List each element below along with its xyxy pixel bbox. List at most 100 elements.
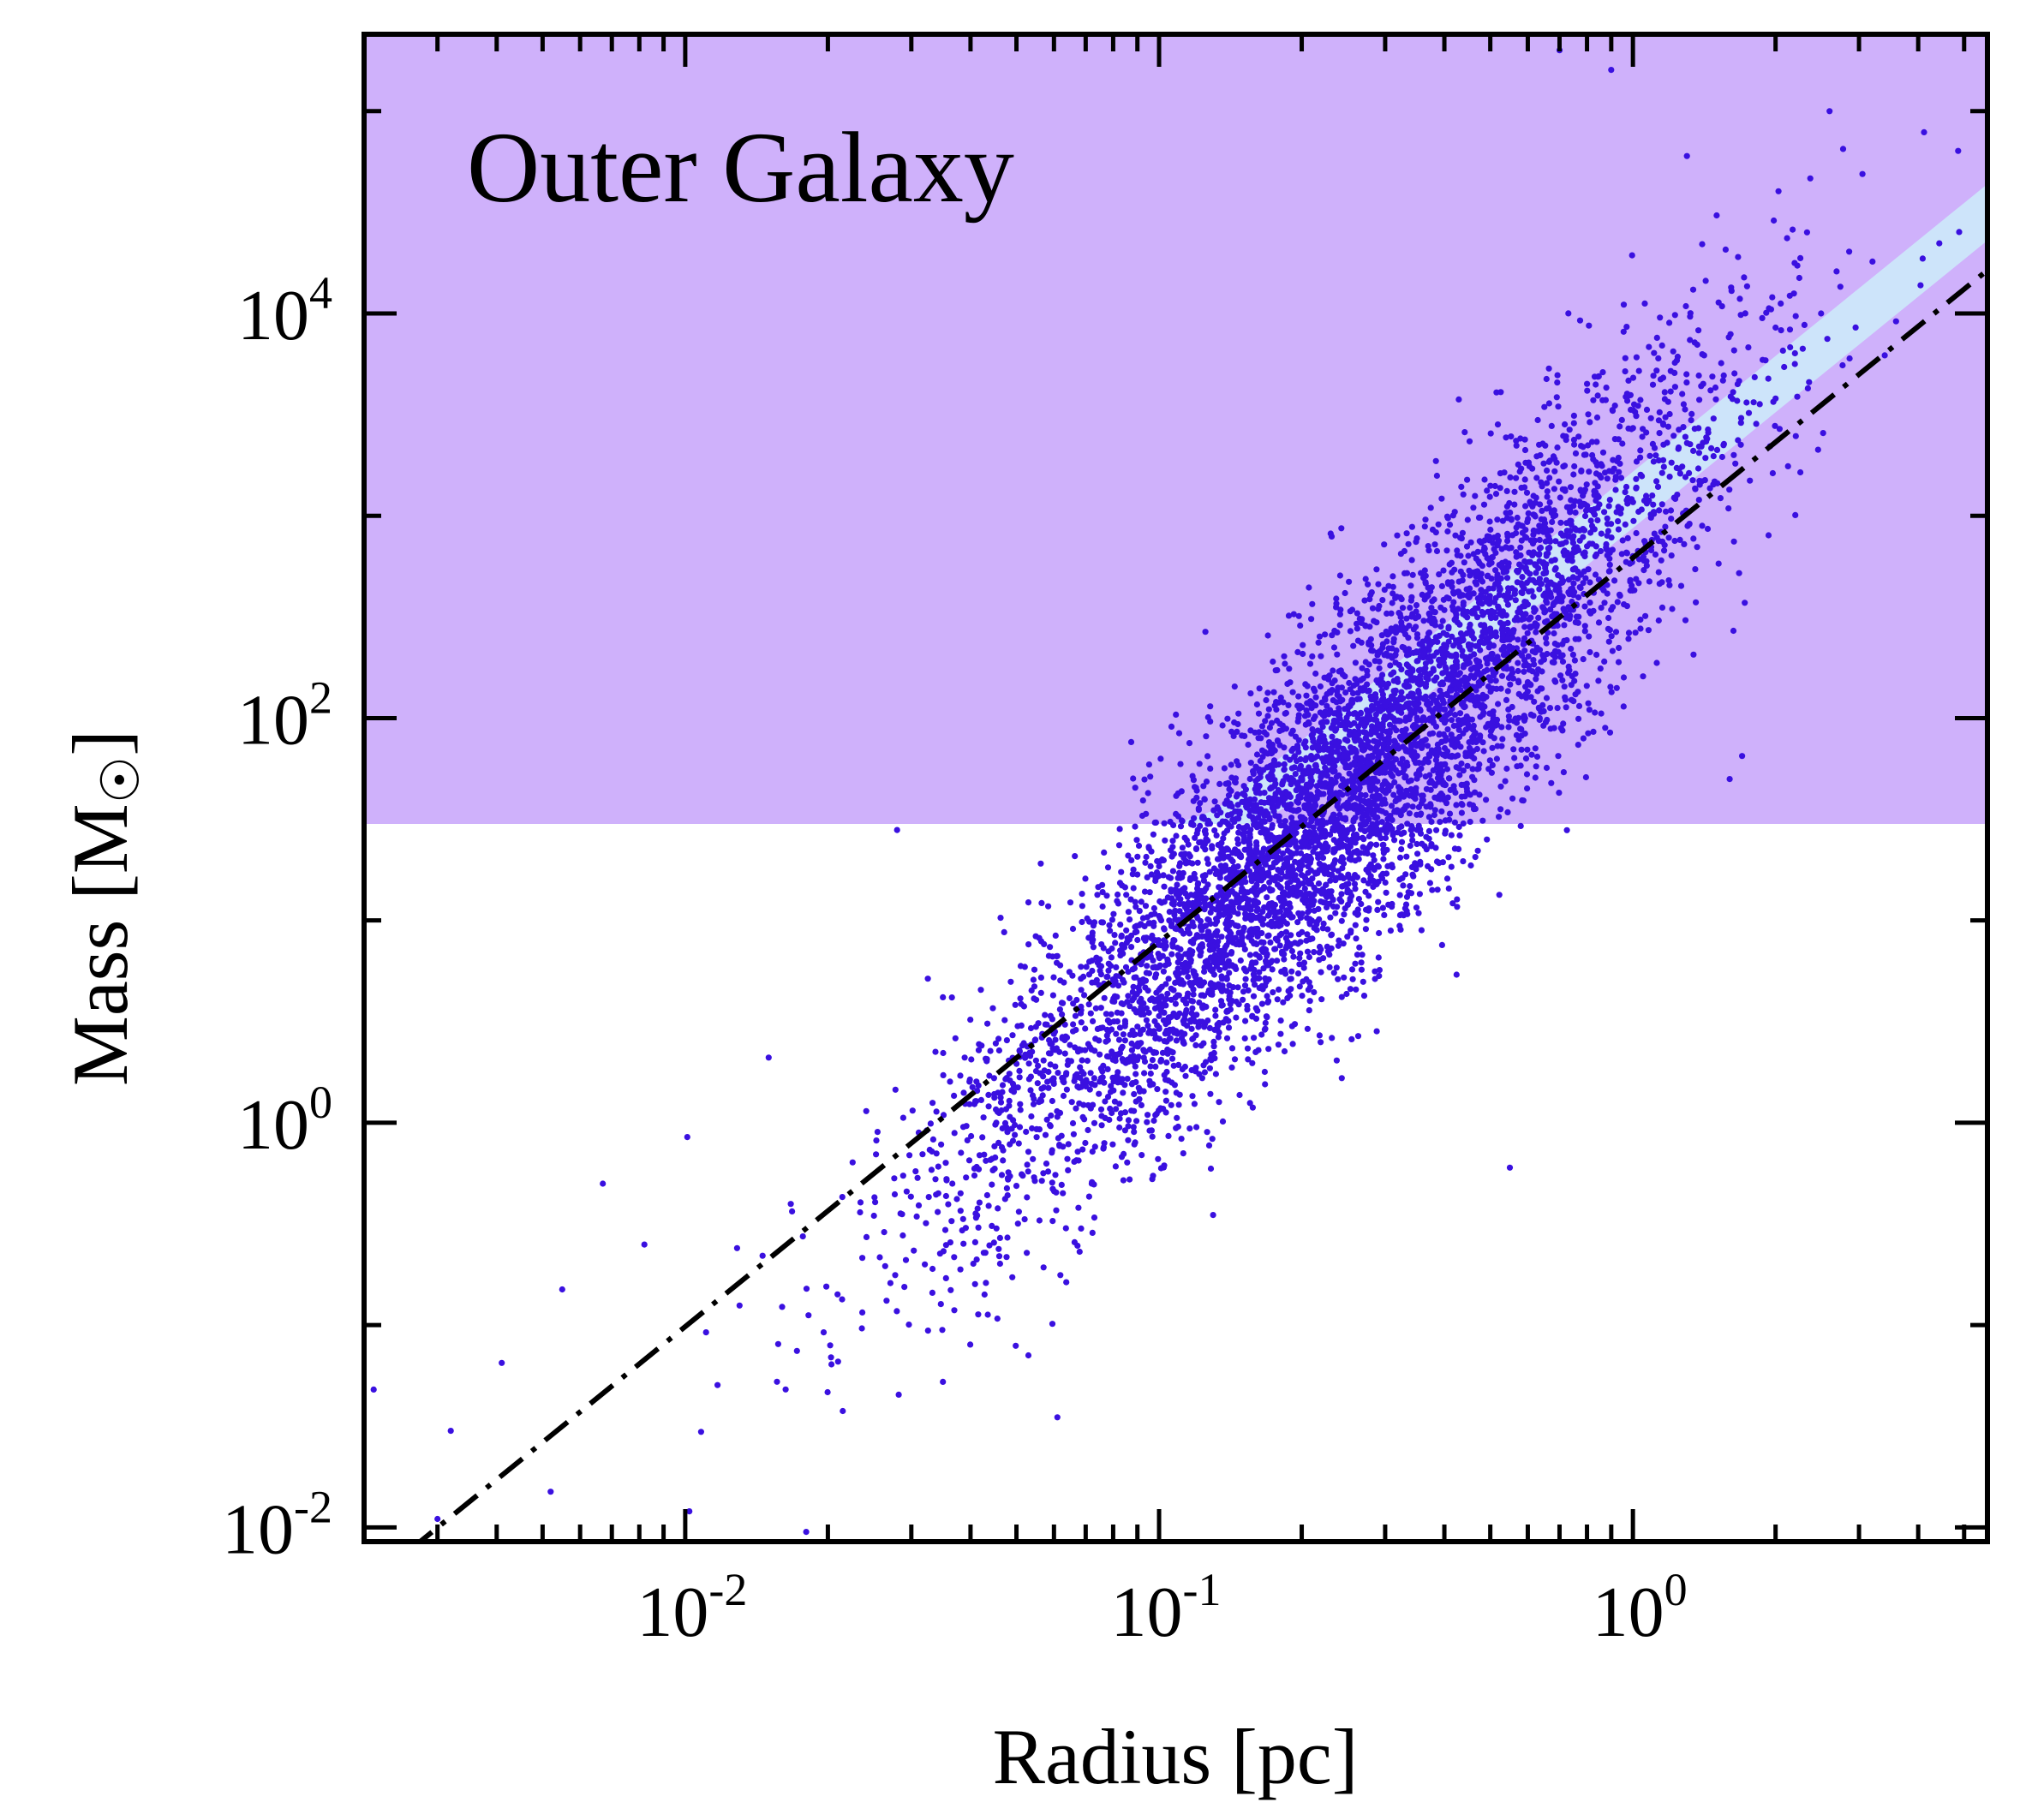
data-point <box>1189 1005 1196 1011</box>
data-point <box>1504 538 1511 545</box>
data-point <box>1212 1012 1219 1019</box>
data-point <box>1049 1179 1055 1186</box>
data-point <box>1118 932 1125 939</box>
data-point <box>1599 369 1606 376</box>
data-point <box>1148 1127 1155 1134</box>
data-point <box>1555 648 1562 655</box>
data-point <box>1151 1005 1159 1011</box>
data-point <box>1262 718 1269 725</box>
data-point <box>1324 926 1331 933</box>
data-point <box>1204 856 1210 862</box>
data-point <box>1633 354 1640 361</box>
data-point <box>1275 800 1282 807</box>
data-point <box>1346 874 1353 881</box>
data-point <box>1037 974 1044 981</box>
data-point <box>1735 437 1742 444</box>
data-point <box>1655 538 1662 545</box>
data-point <box>1481 622 1488 629</box>
data-point <box>839 1194 846 1201</box>
data-point <box>1378 680 1385 688</box>
data-point <box>1613 684 1620 691</box>
data-point <box>964 1137 971 1143</box>
data-point <box>1522 503 1529 510</box>
data-point <box>1052 1063 1059 1070</box>
data-point <box>1680 424 1687 431</box>
data-point <box>1276 761 1282 768</box>
data-point <box>1113 964 1120 970</box>
data-point <box>1129 1027 1136 1034</box>
data-point <box>1642 612 1649 619</box>
data-point <box>1562 487 1569 494</box>
data-point <box>1410 873 1417 880</box>
data-point <box>922 1261 929 1268</box>
data-point <box>1679 391 1686 397</box>
data-point <box>1093 976 1100 983</box>
data-point <box>1014 1220 1021 1227</box>
data-point <box>1616 468 1623 475</box>
data-point <box>1242 1017 1249 1024</box>
data-point <box>1381 911 1388 918</box>
data-point <box>1702 277 1709 284</box>
data-point <box>891 1175 898 1182</box>
data-point <box>991 1143 998 1149</box>
data-point <box>1729 396 1736 403</box>
data-point <box>1455 726 1462 733</box>
data-point <box>1145 761 1152 768</box>
data-point <box>1280 999 1287 1005</box>
data-point <box>1178 817 1186 824</box>
data-point <box>1481 668 1488 675</box>
data-point <box>1390 639 1397 646</box>
data-point <box>1240 924 1247 931</box>
data-point <box>1593 497 1599 504</box>
data-point <box>1380 841 1387 849</box>
data-point <box>1447 710 1454 717</box>
data-point <box>1417 858 1424 866</box>
data-point <box>1403 759 1410 767</box>
data-point <box>1223 1035 1231 1041</box>
data-point <box>1436 707 1443 713</box>
data-point <box>979 1134 986 1141</box>
data-point <box>1103 1026 1111 1033</box>
data-point <box>1091 1075 1097 1082</box>
data-point <box>824 1388 831 1396</box>
data-point <box>1045 1084 1052 1091</box>
data-point <box>1360 993 1368 1000</box>
data-point <box>1270 989 1276 996</box>
data-point <box>1683 439 1690 446</box>
data-point <box>1179 844 1186 851</box>
data-point <box>883 1298 890 1304</box>
data-point <box>1078 1019 1085 1026</box>
data-point <box>1076 1248 1083 1256</box>
data-point <box>1107 1105 1114 1113</box>
data-point <box>1113 973 1120 980</box>
data-point <box>1730 451 1737 458</box>
data-point <box>1405 540 1412 547</box>
data-point <box>1414 658 1421 665</box>
data-point <box>1956 229 1963 236</box>
data-point <box>1347 628 1354 635</box>
data-point <box>1082 1047 1089 1053</box>
data-point <box>1449 633 1455 641</box>
data-point <box>1591 506 1598 513</box>
data-point <box>1165 1132 1172 1139</box>
data-point <box>1496 587 1503 594</box>
data-point <box>1565 576 1572 583</box>
data-point <box>1587 419 1593 426</box>
data-point <box>981 1291 988 1298</box>
data-point <box>1695 497 1702 504</box>
data-point <box>999 1082 1007 1089</box>
data-point <box>1409 837 1416 844</box>
data-point <box>1582 773 1589 781</box>
data-point <box>1175 992 1182 999</box>
data-point <box>1133 1057 1141 1064</box>
data-point <box>1201 1069 1208 1076</box>
data-point <box>1731 370 1738 377</box>
data-point <box>1087 1010 1094 1017</box>
data-point <box>1551 630 1557 637</box>
data-point <box>1514 514 1521 522</box>
data-point <box>1302 787 1309 794</box>
data-point <box>1421 523 1428 530</box>
data-point <box>1696 397 1703 403</box>
data-point <box>1101 994 1108 1001</box>
data-point <box>1503 544 1509 551</box>
